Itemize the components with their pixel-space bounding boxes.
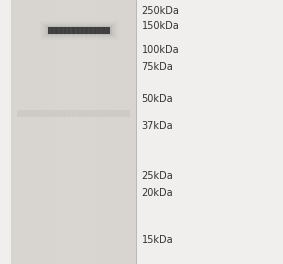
Text: 75kDa: 75kDa <box>142 62 173 72</box>
Text: 250kDa: 250kDa <box>142 6 179 16</box>
Text: 25kDa: 25kDa <box>142 171 173 181</box>
Bar <box>44 24 115 37</box>
Bar <box>47 26 112 35</box>
Text: 50kDa: 50kDa <box>142 94 173 104</box>
Bar <box>11 0 136 264</box>
Bar <box>40 21 119 40</box>
Bar <box>42 23 116 38</box>
Text: 150kDa: 150kDa <box>142 21 179 31</box>
Bar <box>48 27 110 34</box>
Bar <box>45 25 113 36</box>
Text: 37kDa: 37kDa <box>142 121 173 131</box>
Bar <box>41 22 117 39</box>
Bar <box>17 110 130 117</box>
Text: 15kDa: 15kDa <box>142 235 173 245</box>
Text: 20kDa: 20kDa <box>142 188 173 198</box>
Text: 100kDa: 100kDa <box>142 45 179 55</box>
